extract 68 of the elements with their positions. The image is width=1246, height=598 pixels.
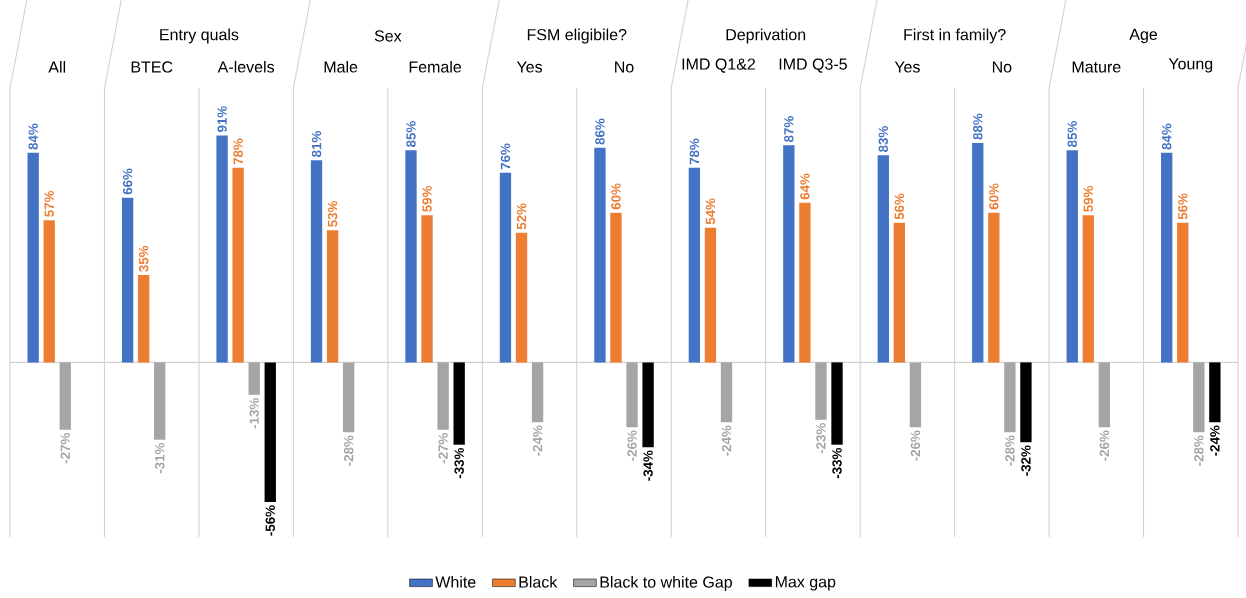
x-tick-label: Yes: [894, 61, 920, 73]
data-label: -24%: [1210, 425, 1220, 456]
x-tick-label: No: [615, 61, 634, 73]
data-label: 59%: [1083, 185, 1093, 212]
data-label: -32%: [1021, 445, 1031, 476]
data-label: 78%: [689, 138, 700, 165]
data-label: 66%: [122, 168, 133, 195]
data-label: -13%: [249, 398, 259, 429]
text: First in family?: [904, 28, 1006, 44]
x-tick-label: Female: [409, 60, 462, 73]
data-label: -26%: [1099, 430, 1110, 461]
legend-label: White: [435, 576, 476, 588]
data-label: -27%: [438, 433, 448, 464]
data-label: 87%: [784, 116, 794, 143]
data-label: -24%: [721, 425, 732, 456]
data-label: -26%: [627, 430, 637, 461]
data-label: -33%: [454, 447, 464, 479]
legend-label: Black: [519, 576, 558, 588]
data-label: 35%: [138, 245, 149, 272]
legend-label: Max gap: [775, 576, 836, 591]
x-tick-label: Young: [1168, 58, 1213, 73]
data-label: 86%: [595, 118, 605, 145]
x-tick-label: BTEC: [131, 61, 173, 73]
data-label: 84%: [28, 123, 38, 150]
data-label: 60%: [611, 183, 621, 210]
data-label: 56%: [1178, 193, 1188, 220]
x-tick-label: A-levels: [217, 60, 275, 73]
data-label: 52%: [516, 203, 527, 230]
x-tick-label: All: [48, 61, 66, 73]
x-tick-label: Yes: [516, 61, 543, 73]
text: Sex: [374, 30, 402, 42]
data-label: 56%: [894, 193, 905, 220]
x-tick-label: Male: [324, 60, 358, 73]
x-tick-label: IMD Q1&2: [682, 58, 755, 73]
data-label: 59%: [422, 185, 432, 212]
data-label: 85%: [406, 121, 416, 147]
data-label: 78%: [233, 138, 243, 165]
data-label: -27%: [60, 433, 70, 464]
data-label: -28%: [1194, 435, 1204, 466]
data-label: 85%: [1067, 121, 1077, 147]
data-label: 88%: [973, 113, 983, 140]
data-label: 60%: [989, 183, 999, 210]
data-label: 84%: [1161, 123, 1172, 150]
text: FSM eligibile?: [527, 28, 627, 44]
x-tick-label: IMD Q3-5: [779, 58, 847, 73]
text: Age: [1129, 28, 1158, 44]
data-label: -31%: [155, 443, 165, 474]
data-label: 54%: [705, 198, 716, 225]
data-label: 83%: [878, 126, 889, 152]
data-label: 64%: [800, 173, 810, 200]
data-label: 53%: [327, 200, 338, 227]
text: Entry quals: [160, 28, 239, 44]
data-label: 76%: [500, 143, 511, 170]
data-label: -28%: [1005, 435, 1015, 466]
data-label: -56%: [265, 505, 275, 536]
text: Deprivation: [726, 28, 806, 44]
data-label: -23%: [816, 423, 826, 454]
legend-label: Black to white Gap: [600, 576, 732, 591]
data-label: -26%: [910, 430, 921, 461]
data-label: -28%: [343, 435, 354, 466]
data-label: -33%: [832, 447, 842, 479]
x-tick-label: Mature: [1072, 61, 1121, 73]
data-label: 57%: [44, 190, 54, 217]
x-tick-label: No: [992, 61, 1012, 73]
data-label: -34%: [643, 450, 653, 481]
data-label: -24%: [532, 425, 543, 456]
data-label: 81%: [311, 131, 322, 157]
data-label: 91%: [217, 106, 227, 132]
